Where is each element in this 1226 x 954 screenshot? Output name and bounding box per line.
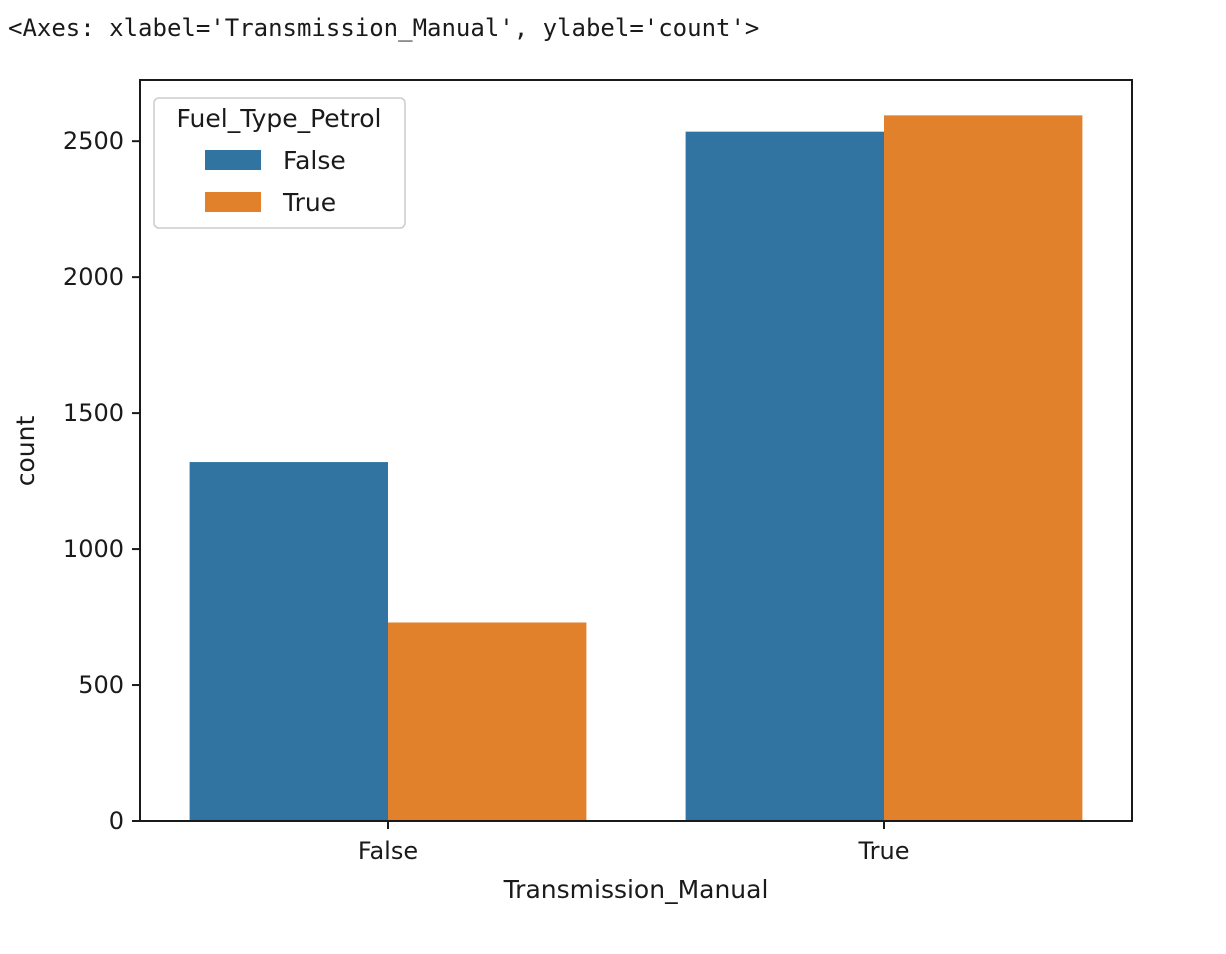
bar-false-true	[388, 622, 587, 821]
x-axis: False True	[358, 821, 910, 865]
legend-label-true: True	[282, 188, 336, 217]
axes-repr-text: <Axes: xlabel='Transmission_Manual', yla…	[8, 14, 760, 42]
y-tick-label: 2000	[63, 263, 124, 291]
plot-area-frame	[139, 79, 1133, 822]
x-axis-title: Transmission_Manual	[503, 875, 769, 904]
bars-group	[189, 115, 1083, 821]
bar-true-true	[884, 115, 1083, 821]
x-tick-label: True	[858, 837, 910, 865]
y-tick-label: 1000	[63, 535, 124, 563]
legend: Fuel_Type_Petrol False True	[153, 97, 406, 229]
bar-false-false	[189, 462, 388, 821]
legend-items: False True	[205, 146, 346, 217]
x-tick-label: False	[358, 837, 418, 865]
legend-swatch-true	[205, 192, 261, 212]
y-axis: 0 500 1000 1500 2000 2500	[63, 127, 140, 835]
y-tick-label: 2500	[63, 127, 124, 155]
bar-true-false	[685, 131, 884, 821]
legend-title: Fuel_Type_Petrol	[177, 104, 382, 133]
y-tick-label: 0	[109, 807, 124, 835]
y-tick-label: 500	[78, 671, 124, 699]
legend-swatch-false	[205, 150, 261, 170]
y-axis-title: count	[11, 416, 40, 487]
y-tick-label: 1500	[63, 399, 124, 427]
legend-label-false: False	[283, 146, 346, 175]
